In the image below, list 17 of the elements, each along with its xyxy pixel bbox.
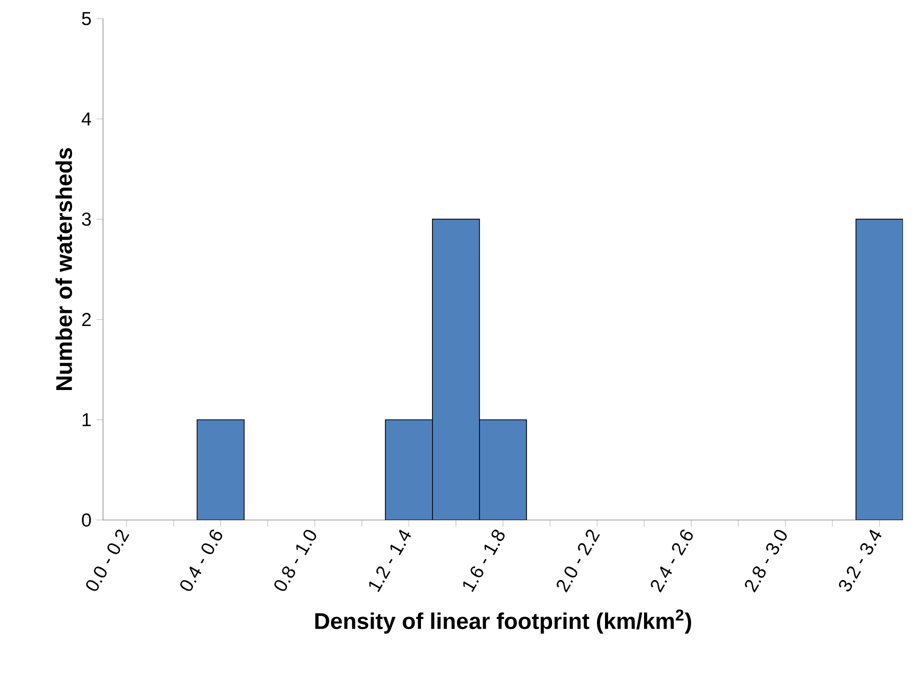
y-tick-label: 5 [82, 12, 91, 26]
x-tick-label: 1.2 - 1.4 [369, 530, 411, 592]
x-tick-label: 1.6 - 1.8 [463, 530, 505, 592]
y-tick-label: 3 [82, 212, 91, 226]
x-tick-label: 3.2 - 3.4 [838, 530, 882, 592]
y-tick-label: 4 [82, 112, 92, 126]
x-tick-label: 0.4 - 0.6 [180, 530, 222, 591]
y-axis-title: Number of watersheds [55, 148, 72, 390]
y-tick-label: 2 [82, 312, 91, 326]
y-tick-label: 1 [82, 413, 91, 426]
x-tick-label: 2.0 - 2.2 [556, 530, 600, 592]
text: Density of linear footprint (km/km$^{2}$) [315, 609, 692, 634]
x-tick-label: 0.0 - 0.2 [86, 530, 130, 591]
x-tick-label: 0.8 - 1.0 [274, 530, 316, 591]
y-tick-label: 0 [82, 513, 91, 527]
x-tick-label: 2.4 - 2.6 [650, 530, 693, 592]
x-tick-label: 2.8 - 3.0 [744, 530, 787, 592]
